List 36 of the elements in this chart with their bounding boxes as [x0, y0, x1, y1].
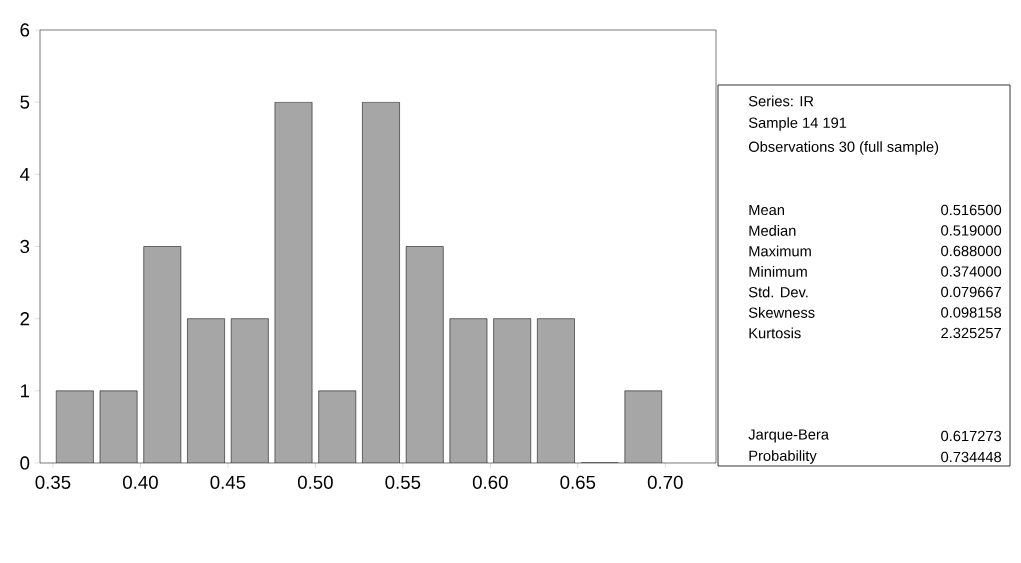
x-tick-label: 0.70 [647, 475, 683, 489]
text: Median [749, 225, 796, 236]
x-tick-label: 0.60 [472, 475, 508, 489]
text: 0.519000 [941, 225, 1002, 236]
y-tick-label: 3 [20, 239, 30, 254]
text: Observations 30 (full sample) [748, 141, 939, 155]
text: Kurtosis [749, 327, 801, 339]
y-tick-label: 1 [21, 384, 30, 398]
text: Jarque-Bera [748, 429, 829, 443]
text: Series: IR [748, 95, 814, 107]
x-tick-label: 0.35 [35, 475, 71, 489]
x-tick-label: 0.40 [123, 475, 158, 489]
text: Minimum [749, 266, 807, 277]
text: 0.516500 [941, 204, 1002, 216]
text: Maximum [749, 245, 811, 257]
x-tick-label: 0.45 [210, 475, 246, 489]
y-tick-label: 2 [20, 312, 30, 326]
text: Probability [749, 450, 817, 464]
text: Std. Dev. [748, 286, 808, 298]
text: Sample 14 191 [748, 117, 847, 131]
x-tick-label: 0.55 [385, 475, 421, 489]
text: 0.734448 [941, 451, 1002, 463]
x-tick-label: 0.50 [297, 475, 333, 489]
text: 0.374000 [941, 266, 1002, 277]
y-tick-label: 6 [20, 23, 30, 37]
text: 2.325257 [941, 327, 1001, 339]
text: Mean [749, 204, 784, 216]
y-tick-label: 5 [20, 95, 30, 109]
text: 0.098158 [941, 307, 1002, 318]
x-tick-label: 0.65 [560, 475, 596, 489]
y-tick-label: 0 [20, 456, 30, 470]
text: 0.688000 [941, 245, 1002, 257]
text: Skewness [748, 307, 815, 318]
text: 0.617273 [941, 430, 1002, 442]
y-tick-label: 4 [20, 167, 30, 181]
text: 0.079667 [941, 286, 1001, 298]
